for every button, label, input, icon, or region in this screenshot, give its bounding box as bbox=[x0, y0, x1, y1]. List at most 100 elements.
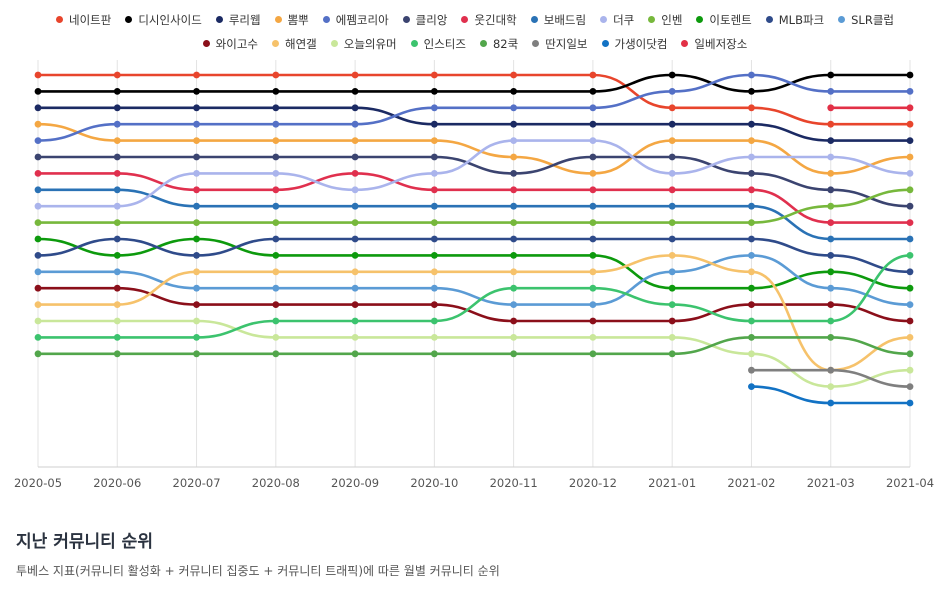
legend-item-20[interactable]: 일베저장소 bbox=[681, 32, 747, 56]
data-point bbox=[430, 317, 438, 325]
data-point bbox=[510, 88, 518, 95]
data-point bbox=[34, 186, 42, 194]
data-point bbox=[351, 268, 359, 276]
data-point bbox=[827, 334, 835, 341]
legend-item-18[interactable]: 딴지일보 bbox=[532, 32, 588, 56]
legend-item-4[interactable]: 에펨코리아 bbox=[322, 8, 389, 32]
legend-item-6[interactable]: 웃긴대학 bbox=[461, 8, 517, 32]
data-point bbox=[668, 268, 676, 276]
data-point bbox=[668, 334, 676, 341]
data-point bbox=[193, 317, 200, 325]
legend-label: 디시인사이드 bbox=[138, 13, 202, 27]
data-point bbox=[906, 88, 914, 95]
legend-item-9[interactable]: 인벤 bbox=[648, 8, 682, 32]
legend-marker bbox=[56, 16, 64, 23]
legend-item-11[interactable]: MLB파크 bbox=[765, 8, 824, 32]
data-point bbox=[668, 301, 676, 308]
data-point bbox=[351, 350, 359, 358]
data-point bbox=[827, 268, 835, 276]
legend-item-0[interactable]: 네이트판 bbox=[56, 8, 111, 32]
data-point bbox=[510, 219, 518, 227]
legend-marker bbox=[461, 16, 469, 23]
data-point bbox=[906, 137, 914, 145]
legend-label: 루리웹 bbox=[228, 13, 261, 27]
data-point bbox=[193, 88, 200, 95]
legend-item-1[interactable]: 디시인사이드 bbox=[125, 8, 202, 32]
legend-marker bbox=[202, 40, 210, 47]
data-point bbox=[589, 71, 597, 79]
data-point bbox=[748, 104, 755, 112]
x-tick-label: 2020-12 bbox=[569, 476, 617, 490]
legend-item-19[interactable]: 가생이닷컴 bbox=[601, 32, 668, 56]
series-15 bbox=[34, 317, 914, 390]
data-point bbox=[589, 104, 597, 112]
x-tick-label: 2020-08 bbox=[252, 476, 300, 490]
data-point bbox=[827, 153, 835, 161]
legend-label: SLR클럽 bbox=[851, 13, 894, 27]
legend-label: 일베저장소 bbox=[694, 37, 748, 51]
data-point bbox=[827, 104, 835, 112]
data-point bbox=[34, 235, 42, 243]
legend-item-3[interactable]: 뽐뿌 bbox=[274, 8, 309, 32]
data-point bbox=[827, 317, 835, 325]
legend-item-12[interactable]: SLR클럽 bbox=[838, 8, 894, 32]
x-tick-label: 2021-04 bbox=[886, 476, 934, 490]
legend-label: 가생이닷컴 bbox=[614, 37, 668, 51]
series-6 bbox=[34, 170, 914, 227]
legend-item-16[interactable]: 인스티즈 bbox=[410, 32, 466, 56]
data-point bbox=[748, 252, 755, 259]
legend-item-8[interactable]: 더쿠 bbox=[600, 8, 634, 32]
data-point bbox=[668, 170, 676, 177]
data-point bbox=[351, 71, 359, 79]
legend-item-10[interactable]: 이토렌트 bbox=[696, 8, 752, 32]
data-point bbox=[272, 284, 280, 292]
data-point bbox=[748, 186, 755, 194]
data-point bbox=[34, 71, 42, 79]
data-point bbox=[430, 202, 438, 210]
data-point bbox=[351, 202, 359, 210]
legend-item-17[interactable]: 82쿡 bbox=[479, 32, 518, 56]
data-point bbox=[906, 186, 914, 194]
data-point bbox=[113, 153, 121, 161]
data-point bbox=[827, 252, 835, 259]
data-point bbox=[193, 120, 200, 128]
data-point bbox=[113, 301, 121, 308]
data-point bbox=[113, 350, 121, 358]
data-point bbox=[113, 186, 121, 194]
legend-item-2[interactable]: 루리웹 bbox=[215, 8, 261, 32]
legend-label: 이토렌트 bbox=[709, 13, 752, 27]
data-point bbox=[668, 71, 676, 79]
data-point bbox=[34, 350, 42, 358]
legend-marker bbox=[274, 16, 282, 23]
data-point bbox=[430, 235, 438, 243]
data-point bbox=[113, 104, 121, 112]
chart-subtitle: 투베스 지표(커뮤니티 활성화 + 커뮤니티 집중도 + 커뮤니티 트래픽)에 … bbox=[16, 564, 500, 578]
legend-item-15[interactable]: 오늘의유머 bbox=[330, 32, 397, 56]
data-point bbox=[748, 170, 755, 177]
data-point bbox=[510, 186, 518, 194]
legend-item-5[interactable]: 클리앙 bbox=[402, 8, 447, 32]
data-point bbox=[589, 252, 597, 259]
legend-item-7[interactable]: 보배드림 bbox=[530, 8, 586, 32]
data-point bbox=[589, 137, 597, 145]
legend-marker bbox=[402, 16, 410, 23]
legend-item-14[interactable]: 해연갤 bbox=[271, 32, 317, 56]
data-point bbox=[272, 301, 280, 308]
data-point bbox=[510, 317, 518, 325]
data-point bbox=[748, 137, 755, 145]
legend-marker bbox=[330, 40, 338, 47]
data-point bbox=[589, 153, 597, 161]
data-point bbox=[827, 170, 835, 177]
series-line bbox=[36, 172, 912, 224]
series-13 bbox=[34, 284, 914, 325]
data-point bbox=[668, 219, 676, 227]
data-point bbox=[668, 202, 676, 210]
data-point bbox=[113, 137, 121, 145]
data-point bbox=[193, 252, 200, 259]
data-point bbox=[589, 268, 597, 276]
data-point bbox=[748, 284, 755, 292]
data-point bbox=[113, 268, 121, 276]
legend-item-13[interactable]: 와이고수 bbox=[202, 32, 258, 56]
data-point bbox=[668, 120, 676, 128]
